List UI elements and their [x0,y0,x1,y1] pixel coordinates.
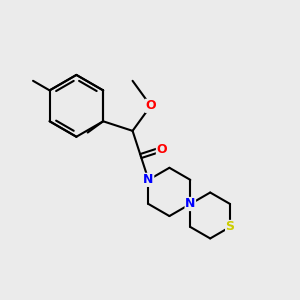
Text: O: O [146,99,156,112]
Text: N: N [185,197,196,211]
Text: N: N [143,173,154,186]
Text: O: O [156,143,167,156]
Text: S: S [226,220,235,233]
